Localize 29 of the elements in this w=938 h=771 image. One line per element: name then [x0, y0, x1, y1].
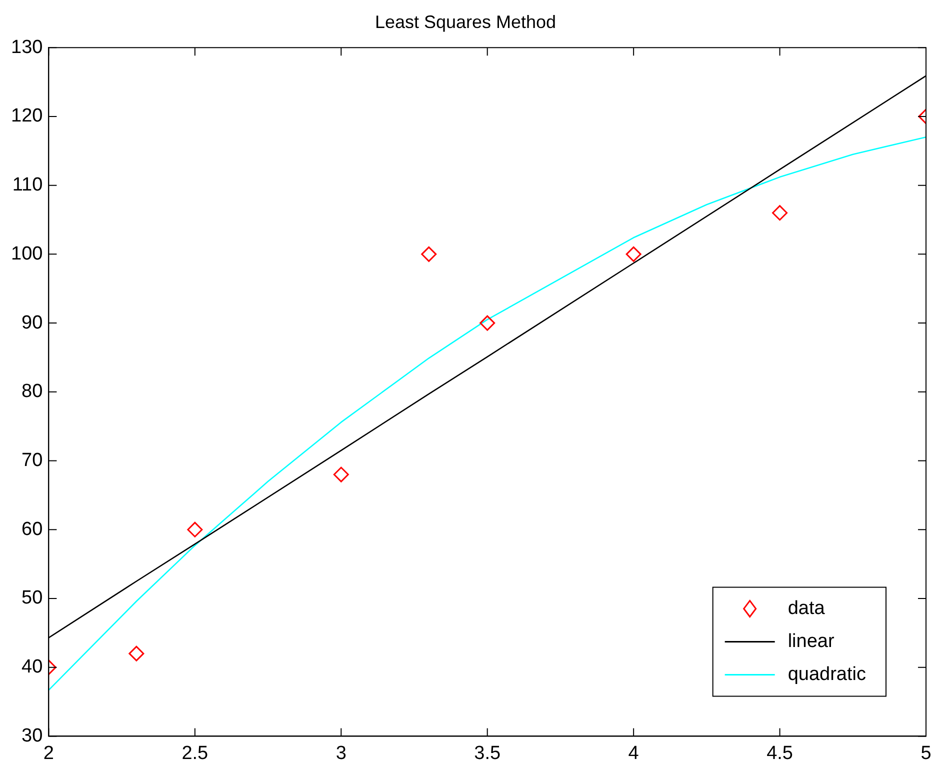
point [333, 466, 349, 482]
x-tick-label: 4.5 [766, 742, 793, 764]
y-tick-label: 130 [11, 36, 43, 58]
point [480, 315, 496, 331]
y-tick-label: 40 [22, 656, 43, 678]
y-tick-label: 110 [12, 174, 43, 196]
point [128, 646, 144, 662]
legend-label: linear [788, 630, 835, 652]
y-tick-label: 50 [22, 588, 43, 609]
point [626, 246, 642, 262]
x-tick-label: 3 [336, 742, 346, 764]
point [421, 246, 437, 262]
x-tick-label: 4 [628, 742, 640, 764]
x-tick-label: 2.5 [182, 742, 208, 764]
y-tick-label: 100 [11, 243, 43, 264]
x-tick-label: 5 [920, 742, 932, 764]
legend-label: quadratic [788, 664, 866, 685]
legend-label: data [788, 598, 826, 619]
x-tick-label: 2 [43, 742, 54, 764]
y-tick-label: 70 [22, 450, 43, 471]
y-tick-label: 80 [22, 381, 43, 402]
y-tick-label: 30 [22, 725, 43, 746]
y-tick-label: 60 [22, 518, 43, 540]
x-tick-label: 3.5 [474, 742, 501, 764]
point [187, 522, 203, 538]
y-tick-label: 90 [22, 312, 43, 334]
y-tick-label: 120 [11, 106, 43, 127]
chart-title: Least Squares Method [374, 12, 556, 32]
point [772, 205, 788, 221]
